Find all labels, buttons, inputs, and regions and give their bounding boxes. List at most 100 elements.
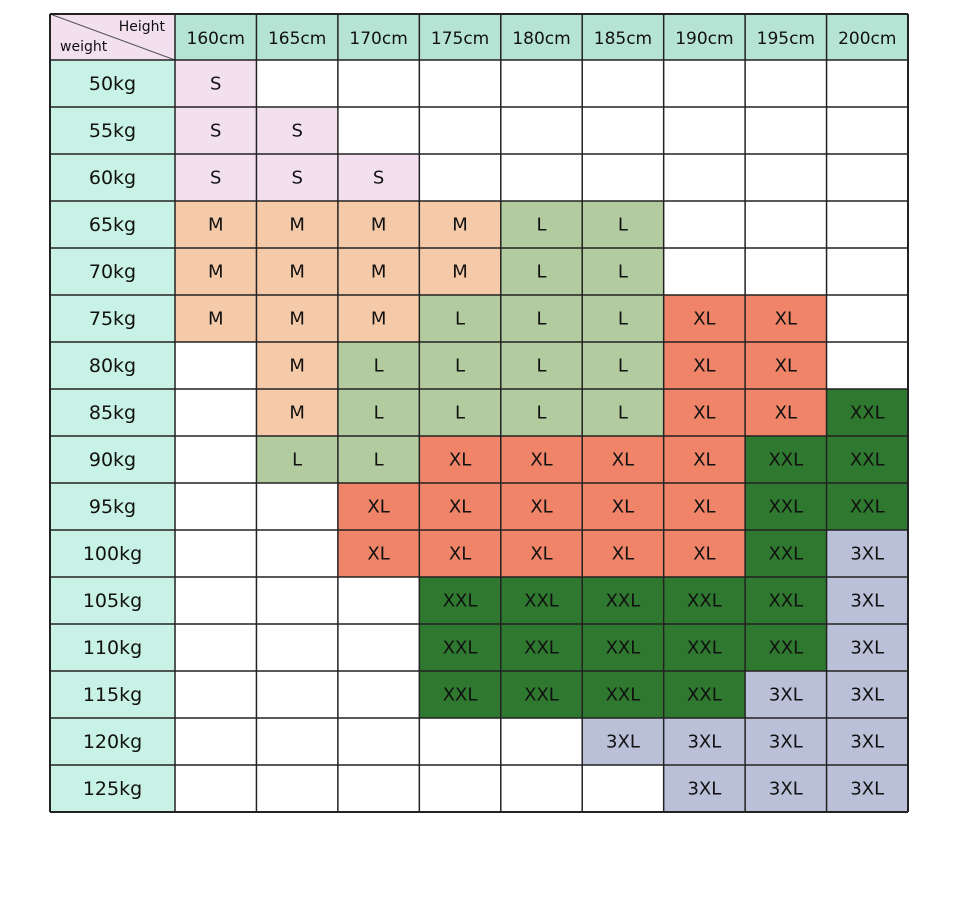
size-label: L (618, 403, 628, 424)
size-cell (826, 201, 908, 248)
size-cell (337, 530, 420, 577)
row-header-cell (50, 765, 175, 812)
column-header: 185cm (594, 29, 652, 49)
size-cell (663, 60, 746, 107)
size-cell (500, 671, 583, 718)
size-label: L (536, 309, 546, 330)
size-cell (663, 765, 746, 812)
size-cell (582, 530, 664, 577)
size-cell (175, 342, 257, 389)
size-cell (582, 718, 664, 765)
row-header: 100kg (83, 543, 142, 565)
corner-diagonal (49, 13, 176, 61)
size-label: 3XL (850, 544, 884, 565)
size-label: XL (693, 544, 715, 565)
size-cell (175, 60, 257, 107)
size-cell (256, 201, 338, 248)
size-cell (419, 577, 501, 624)
size-cell (256, 389, 338, 436)
size-cell (500, 624, 583, 671)
row-header-cell (50, 201, 175, 248)
row-header-cell (50, 718, 175, 765)
size-label: XL (612, 497, 634, 518)
size-cell (826, 483, 908, 530)
size-label: XL (449, 544, 471, 565)
size-label: XL (693, 497, 715, 518)
size-cell (256, 436, 338, 483)
size-label: L (536, 356, 546, 377)
size-cell (826, 577, 908, 624)
column-header-cell (826, 14, 908, 60)
size-cell (175, 389, 257, 436)
size-cell (582, 389, 664, 436)
row-header: 90kg (89, 449, 136, 471)
size-cell (175, 577, 257, 624)
size-cell (419, 671, 501, 718)
size-cell (500, 718, 583, 765)
size-cell (256, 154, 338, 201)
size-label: XXL (443, 638, 478, 659)
size-cell (175, 436, 257, 483)
size-cell (337, 295, 420, 342)
size-cell (337, 765, 420, 812)
size-label: L (618, 215, 628, 236)
size-cell (256, 342, 338, 389)
size-cell (175, 295, 257, 342)
size-cell (582, 201, 664, 248)
size-cell (663, 530, 746, 577)
size-cell (175, 483, 257, 530)
size-label: M (371, 309, 387, 330)
size-cell (500, 201, 583, 248)
size-cell (582, 436, 664, 483)
size-cell (663, 389, 746, 436)
size-cell (500, 483, 583, 530)
size-cell (582, 577, 664, 624)
size-cell (826, 60, 908, 107)
size-cell (663, 107, 746, 154)
size-label: L (455, 309, 465, 330)
size-cell (582, 483, 664, 530)
size-cell (745, 624, 827, 671)
size-label: XL (693, 309, 715, 330)
column-header: 180cm (512, 29, 570, 49)
size-label: XXL (768, 591, 803, 612)
column-header-cell (500, 14, 583, 60)
column-header: 200cm (838, 29, 896, 49)
size-label: M (208, 309, 224, 330)
size-cell (256, 483, 338, 530)
row-header: 110kg (83, 637, 142, 659)
size-cell (337, 248, 420, 295)
size-label: S (291, 168, 302, 189)
size-label: XL (693, 450, 715, 471)
size-label: M (289, 309, 305, 330)
size-label: L (536, 215, 546, 236)
size-cell (175, 154, 257, 201)
size-label: 3XL (606, 732, 640, 753)
column-header-cell (582, 14, 664, 60)
size-label: XXL (850, 450, 885, 471)
size-cell (745, 342, 827, 389)
size-cell (745, 671, 827, 718)
size-cell (663, 154, 746, 201)
size-cell (745, 295, 827, 342)
size-cell (175, 765, 257, 812)
size-label: 3XL (769, 779, 803, 800)
row-header-cell (50, 248, 175, 295)
size-cell (256, 718, 338, 765)
size-cell (256, 577, 338, 624)
size-cell (500, 765, 583, 812)
size-cell (826, 107, 908, 154)
size-label: XL (612, 450, 634, 471)
size-cell (745, 389, 827, 436)
size-cell (337, 436, 420, 483)
size-label: L (618, 356, 628, 377)
size-cell (663, 624, 746, 671)
row-header-cell (50, 624, 175, 671)
row-header: 65kg (89, 214, 136, 236)
size-cell (582, 60, 664, 107)
row-header-cell (50, 295, 175, 342)
size-cell (826, 718, 908, 765)
size-cell (663, 718, 746, 765)
size-cell (826, 295, 908, 342)
size-cell (175, 107, 257, 154)
